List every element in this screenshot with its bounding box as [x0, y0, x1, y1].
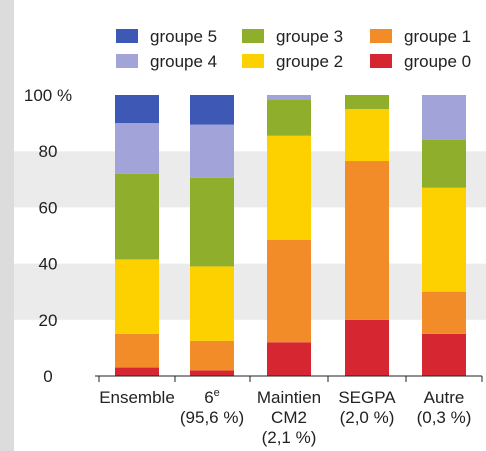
bar-segment	[345, 109, 389, 162]
background-band	[14, 263, 486, 320]
x-category-label: (2,1 %)	[262, 428, 317, 447]
x-category-label: (95,6 %)	[180, 408, 244, 427]
legend-swatch	[242, 54, 264, 68]
background-band	[14, 207, 486, 264]
y-axis-tick-labels: 0 20 40 60 80 100 %	[24, 86, 72, 386]
bar-segment	[190, 95, 234, 125]
y-tick-label: 20	[39, 311, 58, 330]
bar-segment	[115, 95, 159, 124]
legend-label: groupe 3	[276, 27, 343, 46]
bar-segment	[267, 342, 311, 376]
bar-segment	[115, 367, 159, 376]
x-category-label: Ensemble	[99, 388, 175, 407]
bar-segment	[190, 177, 234, 267]
y-tick-label: 100 %	[24, 86, 72, 105]
bar-segment	[267, 135, 311, 240]
bars	[115, 95, 466, 376]
x-category-label: CM2	[271, 408, 307, 427]
legend-label: groupe 5	[150, 27, 217, 46]
legend-swatch	[116, 54, 138, 68]
bar-segment	[422, 291, 466, 334]
bar-segment	[422, 187, 466, 292]
bar-segment	[345, 95, 389, 110]
bar-segment	[345, 319, 389, 376]
x-axis-ticks	[98, 376, 483, 382]
x-category-label: SEGPA	[338, 388, 396, 407]
legend-swatch	[242, 29, 264, 43]
background-band	[14, 95, 486, 152]
legend-label: groupe 2	[276, 52, 343, 71]
bar-segment	[345, 161, 389, 320]
bar-segment	[422, 95, 466, 140]
legend-swatch	[116, 29, 138, 43]
legend-label: groupe 1	[404, 27, 471, 46]
bar-segment	[190, 266, 234, 341]
legend-swatch	[370, 54, 392, 68]
x-category-label: (2,0 %)	[340, 408, 395, 427]
y-tick-label: 40	[39, 255, 58, 274]
bar-segment	[422, 333, 466, 376]
bar-segment	[267, 239, 311, 343]
bar-segment	[115, 333, 159, 368]
x-category-label: (0,3 %)	[417, 408, 472, 427]
bar-segment	[115, 173, 159, 260]
y-tick-label: 80	[39, 142, 58, 161]
legend-swatch	[370, 29, 392, 43]
background-bands	[14, 95, 486, 376]
bar-segment	[190, 124, 234, 178]
bar-segment	[422, 139, 466, 188]
legend: groupe 5 groupe 3 groupe 1 groupe 4 groupe 2…	[116, 27, 471, 71]
bar-segment	[267, 99, 311, 136]
bar-segment	[267, 95, 311, 100]
x-category-label: 6e	[204, 387, 220, 407]
bar-segment	[190, 370, 234, 376]
bar-segment	[115, 123, 159, 174]
legend-label: groupe 0	[404, 52, 471, 71]
y-tick-label: 60	[39, 198, 58, 217]
x-category-label: Maintien	[257, 388, 321, 407]
background-band	[14, 319, 486, 376]
background-band	[14, 151, 486, 208]
bar-segment	[115, 259, 159, 334]
bar-segment	[190, 340, 234, 371]
y-tick-label: 0	[43, 367, 52, 386]
legend-label: groupe 4	[150, 52, 217, 71]
x-category-label: Autre	[424, 388, 465, 407]
